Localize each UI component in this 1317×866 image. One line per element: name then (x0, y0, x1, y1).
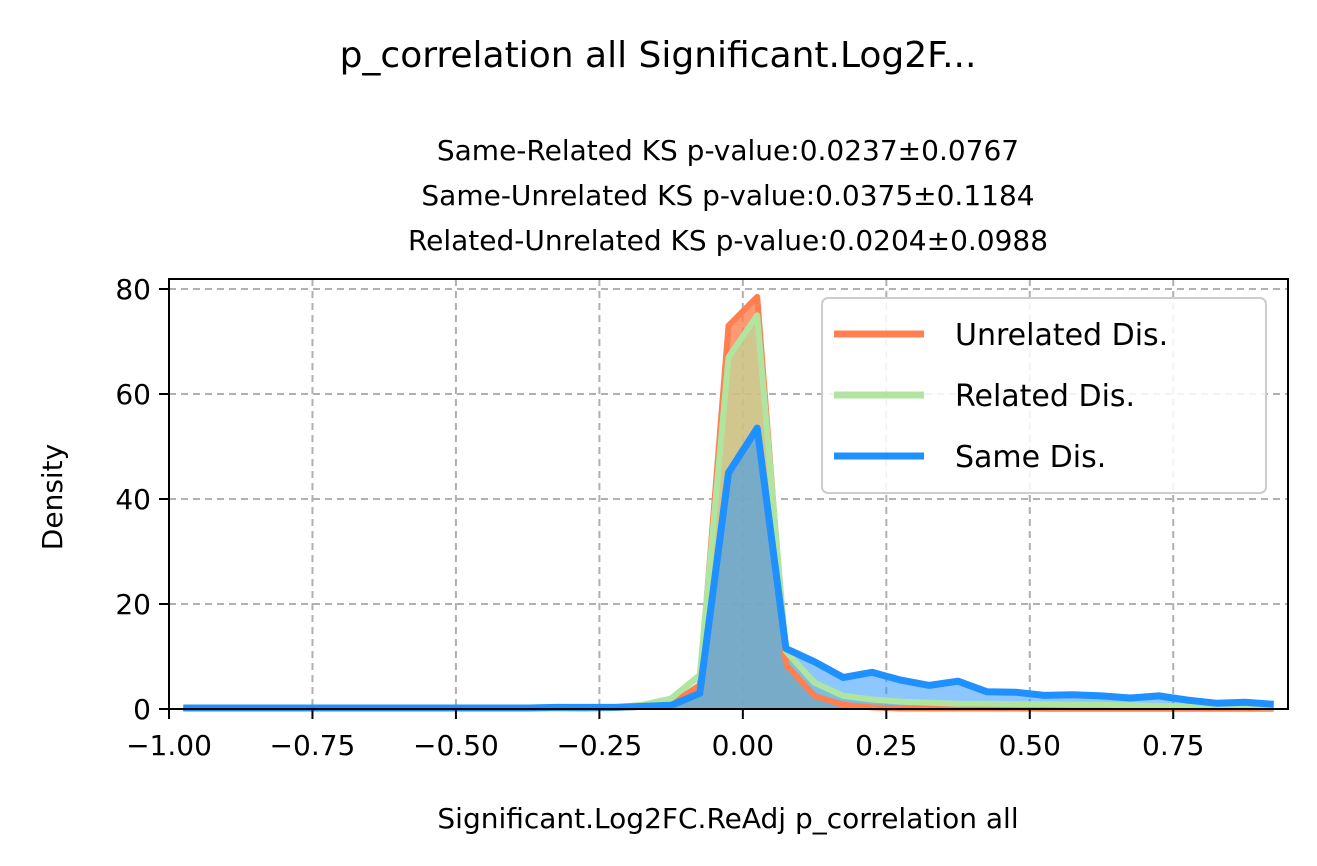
y-tick-label: 40 (115, 483, 151, 516)
chart-subtitle-line-3: Related-Unrelated KS p-value:0.0204±0.09… (408, 224, 1048, 257)
legend: Unrelated Dis. Related Dis. Same Dis. (821, 297, 1267, 494)
density-fills (183, 296, 1274, 709)
chart-subtitle-line-2: Same-Unrelated KS p-value:0.0375±0.1184 (421, 179, 1034, 212)
legend-box (821, 297, 1267, 494)
density-area-2 (183, 428, 1274, 709)
legend-label-same: Same Dis. (955, 440, 1106, 475)
x-tick-label: 0.75 (1142, 729, 1204, 762)
y-axis-ticks: 0 20 40 60 80 (115, 273, 169, 726)
x-axis-ticks: −1.00 −0.75 −0.50 −0.25 0.00 0.25 0.50 0.75 (126, 709, 1204, 762)
x-tick-label: −0.75 (270, 729, 356, 762)
x-tick-label: 0.00 (712, 729, 774, 762)
y-axis-label: Density (36, 444, 69, 550)
y-tick-label: 80 (115, 273, 151, 306)
x-tick-label: 0.50 (999, 729, 1061, 762)
chart-subtitle-line-1: Same-Related KS p-value:0.0237±0.0767 (437, 134, 1019, 167)
chart-title: p_correlation all Significant.Log2F... (340, 35, 977, 76)
y-tick-label: 60 (115, 378, 151, 411)
x-axis-label: Significant.Log2FC.ReAdj p_correlation a… (437, 802, 1018, 835)
y-tick-label: 0 (133, 693, 151, 726)
x-tick-label: 0.25 (855, 729, 917, 762)
legend-label-related: Related Dis. (955, 379, 1135, 414)
plot-frame (168, 278, 1289, 710)
legend-label-unrelated: Unrelated Dis. (955, 318, 1168, 353)
y-tick-label: 20 (115, 588, 151, 621)
x-tick-label: −0.25 (556, 729, 642, 762)
x-tick-label: −1.00 (126, 729, 212, 762)
x-tick-label: −0.50 (413, 729, 499, 762)
